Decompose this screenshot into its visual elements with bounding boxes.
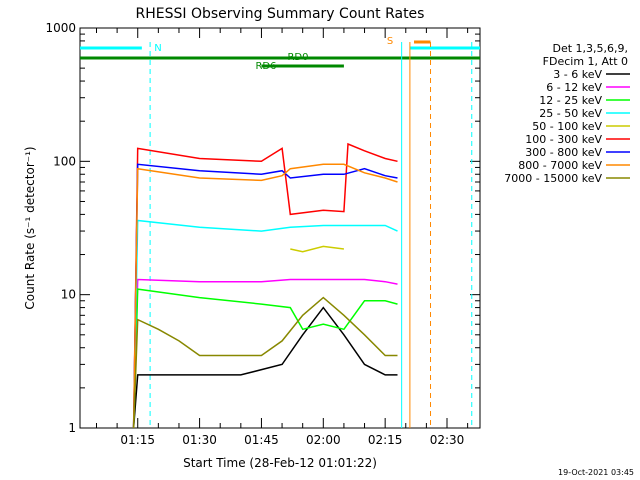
legend-label: 12 - 25 keV	[539, 94, 602, 107]
annotation-label: S	[387, 36, 393, 47]
x-tick-label: 02:15	[368, 433, 403, 447]
legend-header: FDecim 1, Att 0	[543, 55, 628, 68]
x-tick-label: 02:30	[430, 433, 465, 447]
legend-header: Det 1,3,5,6,9,	[552, 42, 628, 55]
annotation-label: RD0	[287, 52, 308, 63]
legend-label: 7000 - 15000 keV	[504, 172, 602, 185]
legend-label: 50 - 100 keV	[532, 120, 602, 133]
x-tick-label: 02:00	[306, 433, 341, 447]
series-line	[132, 278, 398, 429]
x-tick-label: 01:45	[244, 433, 279, 447]
date-stamp: 19-Oct-2021 03:45	[558, 468, 634, 477]
series-line	[132, 288, 398, 429]
annotation-label: RD6	[255, 61, 276, 72]
x-tick-label: 01:15	[120, 433, 155, 447]
series-line	[290, 245, 344, 253]
series-line	[132, 219, 398, 429]
series-line	[132, 142, 398, 429]
y-tick-label: 1	[68, 421, 76, 435]
y-tick-label: 10	[61, 288, 76, 302]
series-line	[132, 163, 398, 429]
series-line	[132, 296, 398, 429]
x-axis-label: Start Time (28-Feb-12 01:01:22)	[183, 456, 377, 470]
y-tick-label: 1000	[45, 21, 76, 35]
chart-title: RHESSI Observing Summary Count Rates	[136, 6, 425, 22]
legend-label: 6 - 12 keV	[546, 81, 602, 94]
legend-label: 3 - 6 keV	[553, 68, 602, 81]
legend-label: 100 - 300 keV	[525, 133, 602, 146]
legend-label: 300 - 800 keV	[525, 146, 602, 159]
x-tick-label: 01:30	[182, 433, 217, 447]
legend-label: 25 - 50 keV	[539, 107, 602, 120]
plot-frame	[79, 27, 481, 429]
series-line	[132, 163, 398, 429]
legend-label: 800 - 7000 keV	[518, 159, 602, 172]
y-axis-label: Count Rate (s⁻¹ detector⁻¹)	[23, 146, 37, 309]
annotation-label: N	[154, 43, 161, 54]
series-line	[132, 306, 398, 429]
y-tick-label: 100	[53, 154, 76, 168]
